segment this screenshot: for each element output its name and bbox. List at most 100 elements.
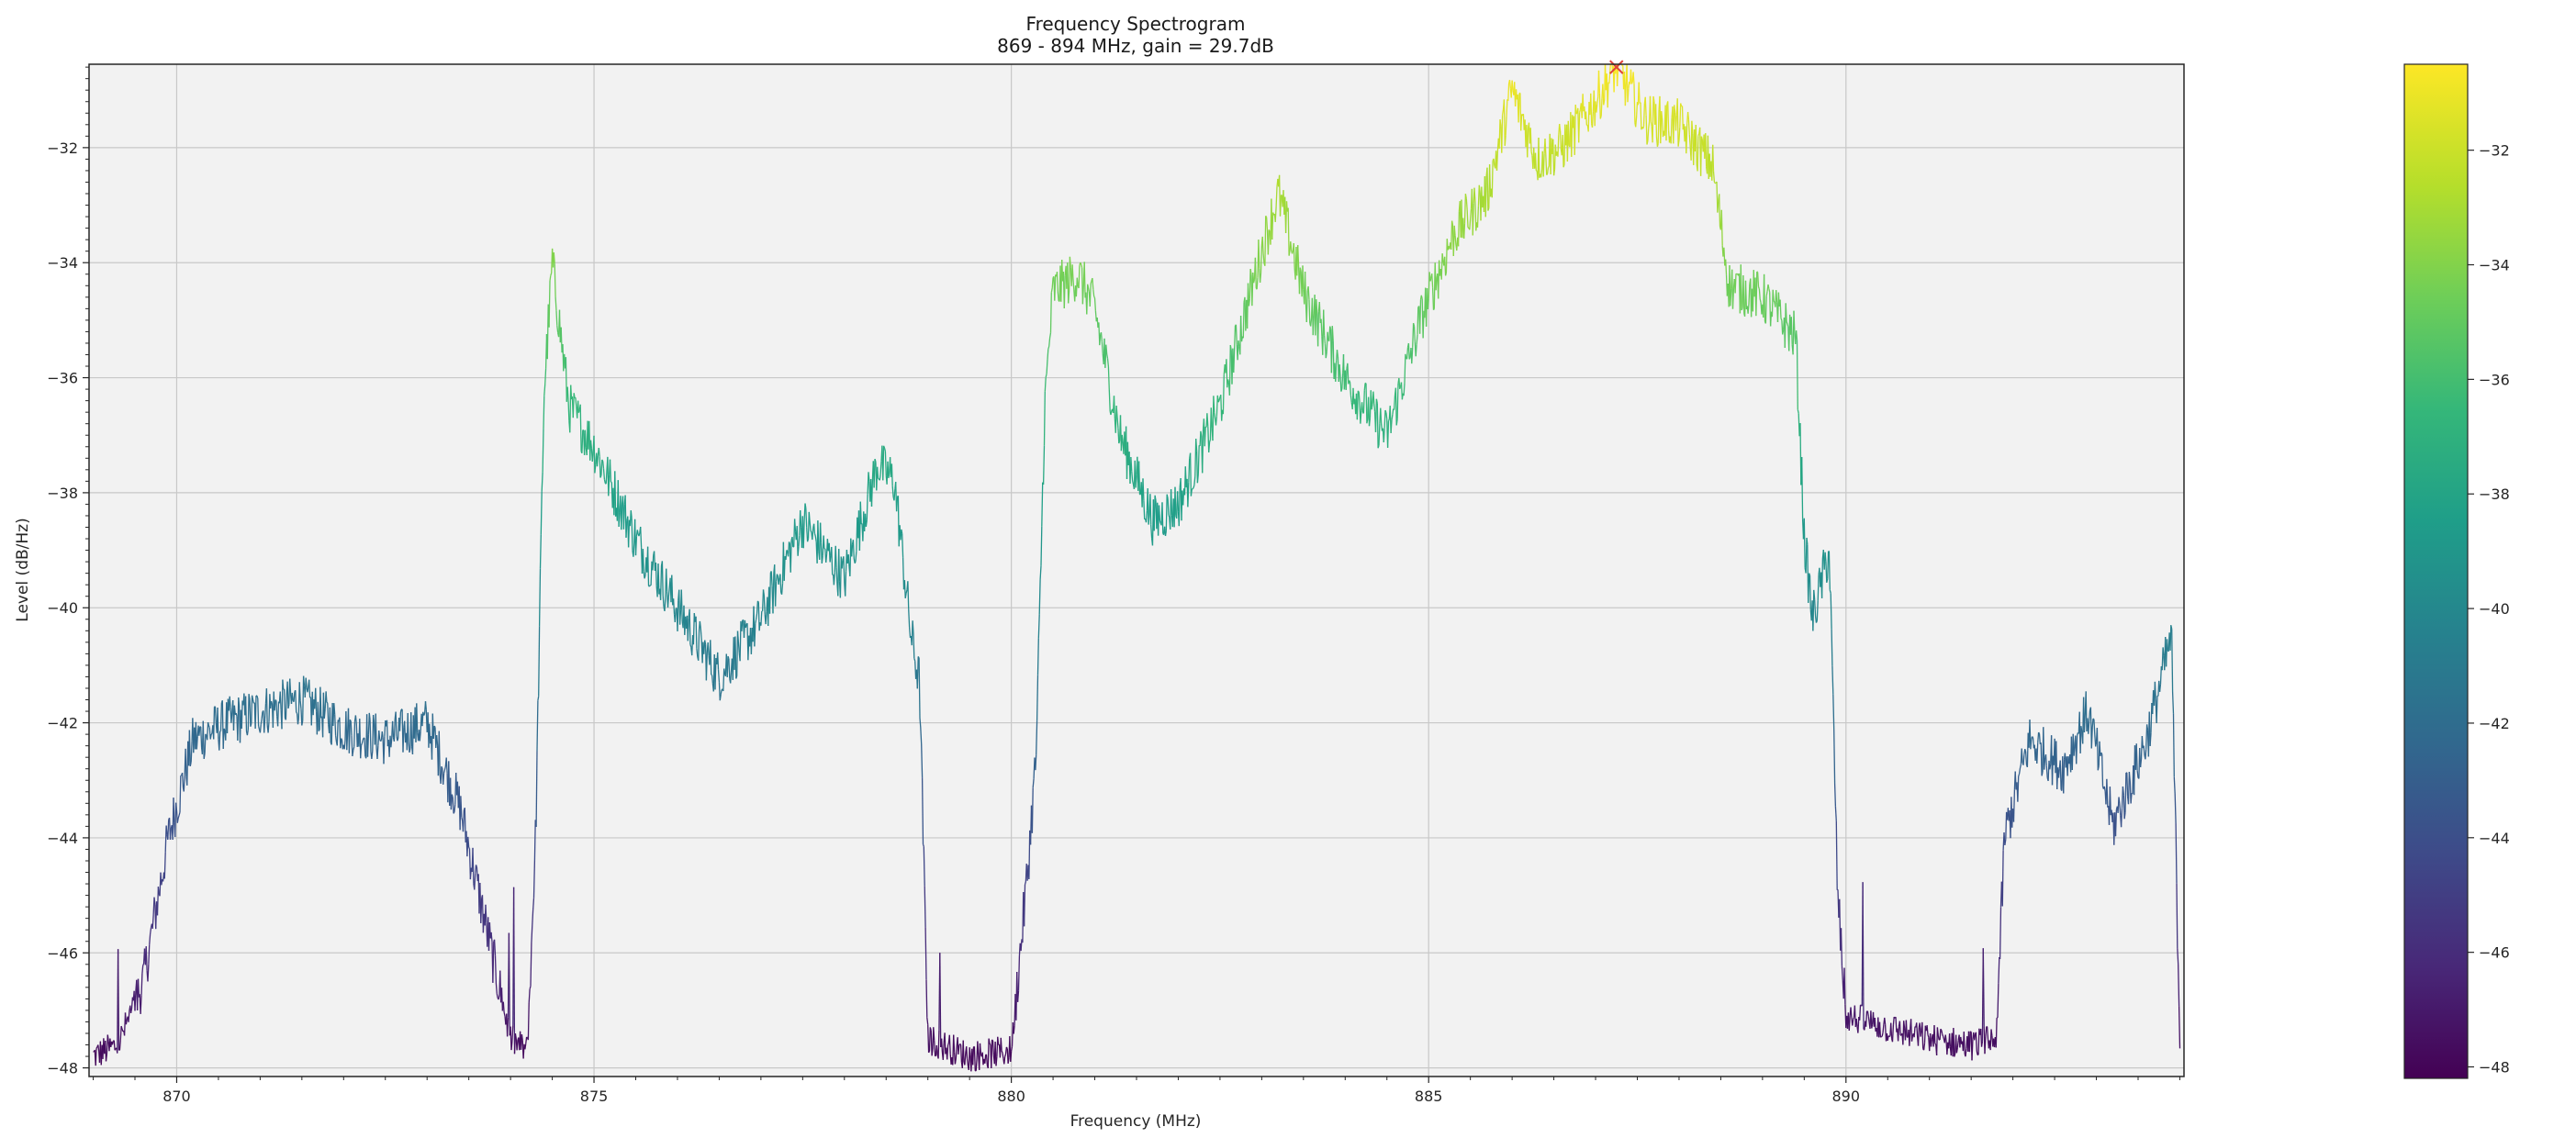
spectrum-segment [736,630,739,676]
spectrum-segment [1411,347,1414,364]
spectrum-segment [1691,120,1694,134]
spectrum-segment [1463,194,1467,224]
spectrum-segment [1154,495,1157,501]
spectrum-segment [188,730,191,766]
spectrum-segment [2169,625,2172,651]
spectrum-segment [979,1043,982,1054]
spectrum-segment [1511,80,1514,91]
spectrum-segment [1385,412,1388,419]
spectrum-segment [1092,289,1095,297]
spectrum-segment [1234,325,1237,348]
spectrum-segment [233,705,236,715]
spectrum-segment [1131,480,1135,485]
spectrum-segment [785,550,788,560]
spectrum-segment [1503,99,1506,146]
spectrum-segment [1049,292,1052,333]
spectrum-segment [1638,82,1641,104]
spectrum-segment [1487,207,1490,211]
spectrum-segment [1921,1021,1924,1049]
spectrum-segment [1010,1051,1013,1062]
spectrum-segment [302,675,305,721]
spectrum-segment [882,445,886,449]
spectrum-segment [256,695,259,699]
spectrum-segment [1130,456,1133,472]
spectrum-segment [1867,1016,1870,1022]
spectrum-segment [1403,383,1406,396]
spectrum-segment [603,479,606,484]
spectrum-segment [1518,93,1520,123]
spectrum-segment [756,600,759,603]
spectrum-segment [251,695,254,700]
spectrum-segment [1599,115,1602,119]
spectrum-segment [680,589,683,622]
spectrum-segment [432,725,435,740]
spectrum-segment [176,818,179,823]
spectrum-segment [1470,208,1473,219]
y-tick-label: −36 [47,370,78,387]
spectrum-segment [524,1043,527,1050]
y-tick-label: −46 [47,944,78,962]
spectrum-segment [1542,153,1545,177]
spectrum-segment [1047,346,1050,350]
spectrum-segment [954,1058,957,1065]
spectrum-segment [1093,296,1096,298]
spectrum-segment [614,471,617,517]
spectrum-segment [207,721,210,726]
spectrum-segment [538,626,541,697]
spectrum-segment [707,642,710,656]
spectrum-segment [364,738,366,757]
spectrum-segment [916,656,919,689]
spectrum-segment [287,704,290,709]
spectrum-segment [772,573,775,614]
spectrum-segment [1977,1028,1980,1055]
spectrum-segment [1941,1030,1943,1034]
spectrum-segment [1228,344,1231,396]
spectrum-segment [1940,1028,1943,1031]
spectrum-segment [596,455,599,467]
spectrum-segment [692,613,695,645]
spectrum-segment [106,1034,109,1042]
spectrum-segment [1649,95,1652,122]
spectrum-segment [1002,1053,1004,1059]
spectrum-segment [918,657,921,719]
spectrum-segment [704,640,707,645]
spectrum-segment [1596,96,1599,105]
spectrum-segment [1054,274,1057,301]
spectrum-segment [919,718,922,728]
spectrum-segment [495,983,498,994]
spectrum-segment [813,533,816,537]
spectrum-segment [1910,1019,1913,1042]
spectrum-segment [928,1027,931,1052]
spectrum-segment [275,700,278,717]
spectrum-segment [2122,795,2125,820]
spectrum-segment [1499,119,1502,127]
spectrum-segment [1450,220,1454,225]
spectrum-segment [1520,114,1523,131]
spectrum-segment [508,932,510,1036]
spectrum-segment [1312,315,1315,336]
spectrum-segment [754,623,756,647]
spectrum-segment [1387,418,1391,422]
grid-lines [89,64,2184,1077]
spectrum-segment [1393,395,1396,410]
spectrum-segment [1585,111,1588,126]
spectrum-segment [1037,614,1040,639]
spectrum-segment [1196,474,1199,484]
spectrum-segment [1271,212,1274,240]
spectrum-segment [802,520,805,549]
spectrum-segment [1384,409,1387,413]
spectrum-segment [1865,1010,1868,1027]
spectrum-segment [728,658,731,679]
spectrum-segment [1131,471,1134,481]
spectrum-segment [584,430,587,448]
spectrum-segment [556,325,559,333]
spectrum-segment [528,988,531,1004]
spectrum-segment [1329,326,1332,329]
spectrum-segment [1418,299,1422,334]
spectrum-segment [908,608,911,628]
spectrum-segment [1137,461,1141,495]
spectrum-segment [1318,301,1321,324]
spectrum-segment [1942,1036,1945,1040]
spectrum-segment [1712,171,1716,183]
spectrum-segment [1328,326,1331,341]
